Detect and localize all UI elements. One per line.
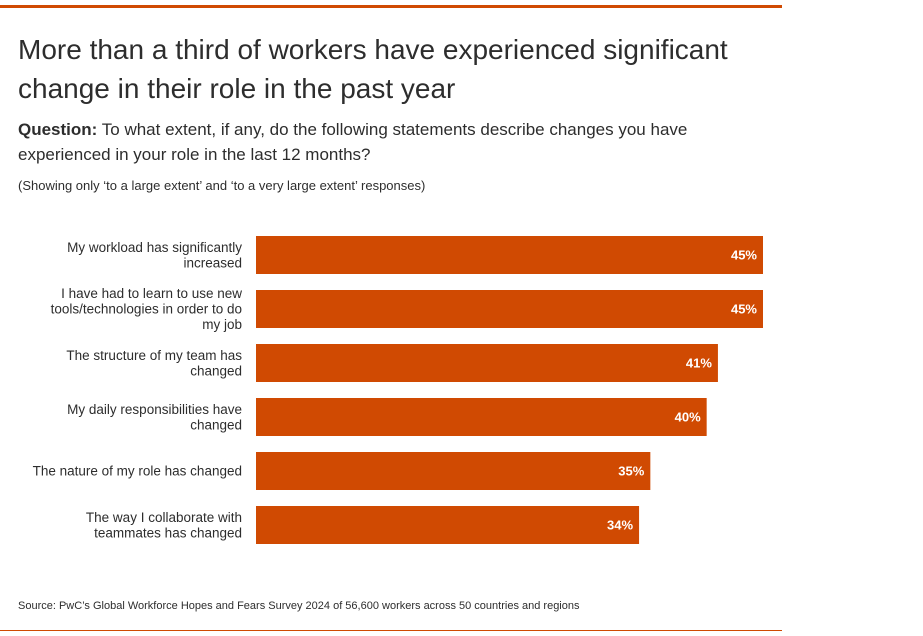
category-label-line: changed [190,417,242,432]
bar-value-label: 40% [675,410,701,425]
question-text: Question: To what extent, if any, do the… [18,117,778,167]
top-accent-rule [0,5,782,8]
chart-note: (Showing only ‘to a large extent’ and ‘t… [18,178,426,193]
category-label-line: I have had to learn to use new [61,286,242,301]
category-label-line: my job [202,317,242,332]
category-label-line: The way I collaborate with [86,510,242,525]
category-label-line: increased [183,255,242,270]
bar [256,398,707,436]
category-label: The way I collaborate with teammates has … [86,510,242,541]
category-label-line: My daily responsibilities have [67,402,242,417]
bar [256,290,763,328]
bar-value-label: 35% [618,464,644,479]
category-label-line: The structure of my team has [66,348,242,363]
bar-value-label: 45% [731,302,757,317]
category-label: I have had to learn to use new tools/tech… [51,286,243,332]
bar-value-label: 34% [607,518,633,533]
category-label: The nature of my role has changed [33,464,242,479]
question-label: Question: [18,120,98,139]
bar [256,344,718,382]
source-note: Source: PwC’s Global Workforce Hopes and… [18,600,580,612]
bar-value-label: 41% [686,356,712,371]
category-label-line: The nature of my role has changed [33,464,242,479]
category-label-line: My workload has significantly [67,240,242,255]
question-body: To what extent, if any, do the following… [18,120,688,164]
category-label-line: changed [190,363,242,378]
bar [256,236,763,274]
bar-value-label: 45% [731,248,757,263]
category-label: My daily responsibilities have changed [67,402,242,433]
category-label-line: tools/technologies in order to do [51,302,242,317]
bar [256,452,651,490]
bar [256,506,640,544]
bottom-accent-rule [0,630,782,631]
category-label-line: teammates has changed [94,525,242,540]
chart-title: More than a third of workers have experi… [18,34,728,104]
category-label: The structure of my team has changed [66,348,242,379]
category-label: My workload has significantly increased [67,240,242,271]
